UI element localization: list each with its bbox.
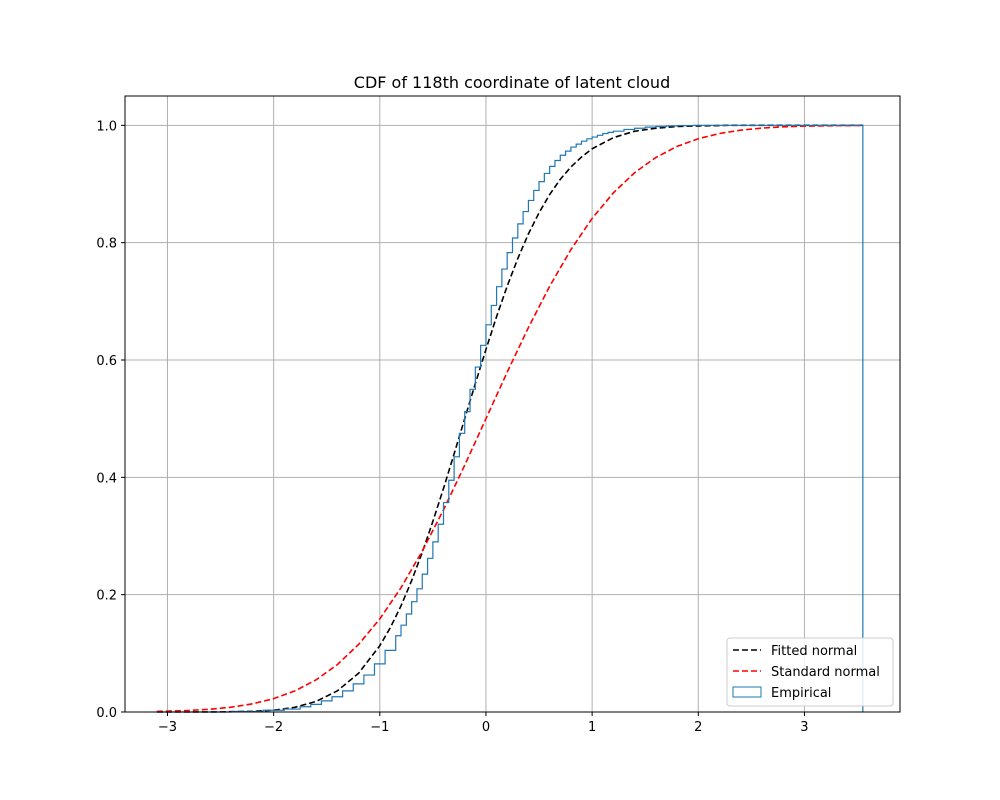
- axes: −3 −2 −1 0 1 2 3 0.0 0.2 0.4 0.6 0.8 1.0: [96, 95, 901, 735]
- x-tick-label: −3: [158, 720, 177, 735]
- chart-title: CDF of 118th coordinate of latent cloud: [354, 73, 670, 92]
- y-tick-label: 0.8: [96, 237, 117, 252]
- x-tick-label: 0: [482, 720, 490, 735]
- plot-area: [156, 124, 864, 713]
- y-tick-label: 0.2: [96, 589, 117, 604]
- x-tick-label: −2: [264, 720, 283, 735]
- legend-label: Fitted normal: [771, 644, 857, 659]
- legend-box: [726, 637, 894, 707]
- y-tick-label: 0.4: [96, 471, 117, 486]
- series-standard-normal: [156, 124, 863, 713]
- legend-label: Empirical: [771, 686, 831, 701]
- legend: Fitted normal Standard normal Empirical: [726, 637, 894, 707]
- legend-swatch-empirical: [732, 686, 762, 698]
- series-empirical: [156, 124, 864, 713]
- y-tick-label: 1.0: [96, 119, 117, 134]
- x-tick-label: 2: [694, 720, 702, 735]
- legend-label: Standard normal: [771, 665, 880, 680]
- axes-frame: [124, 95, 901, 713]
- x-tick-label: 1: [588, 720, 596, 735]
- y-tick-label: 0.6: [96, 354, 117, 369]
- x-tick-label: 3: [800, 720, 808, 735]
- y-tick-label: 0.0: [96, 706, 117, 721]
- series-fitted-normal: [156, 124, 863, 713]
- x-tick-label: −1: [370, 720, 389, 735]
